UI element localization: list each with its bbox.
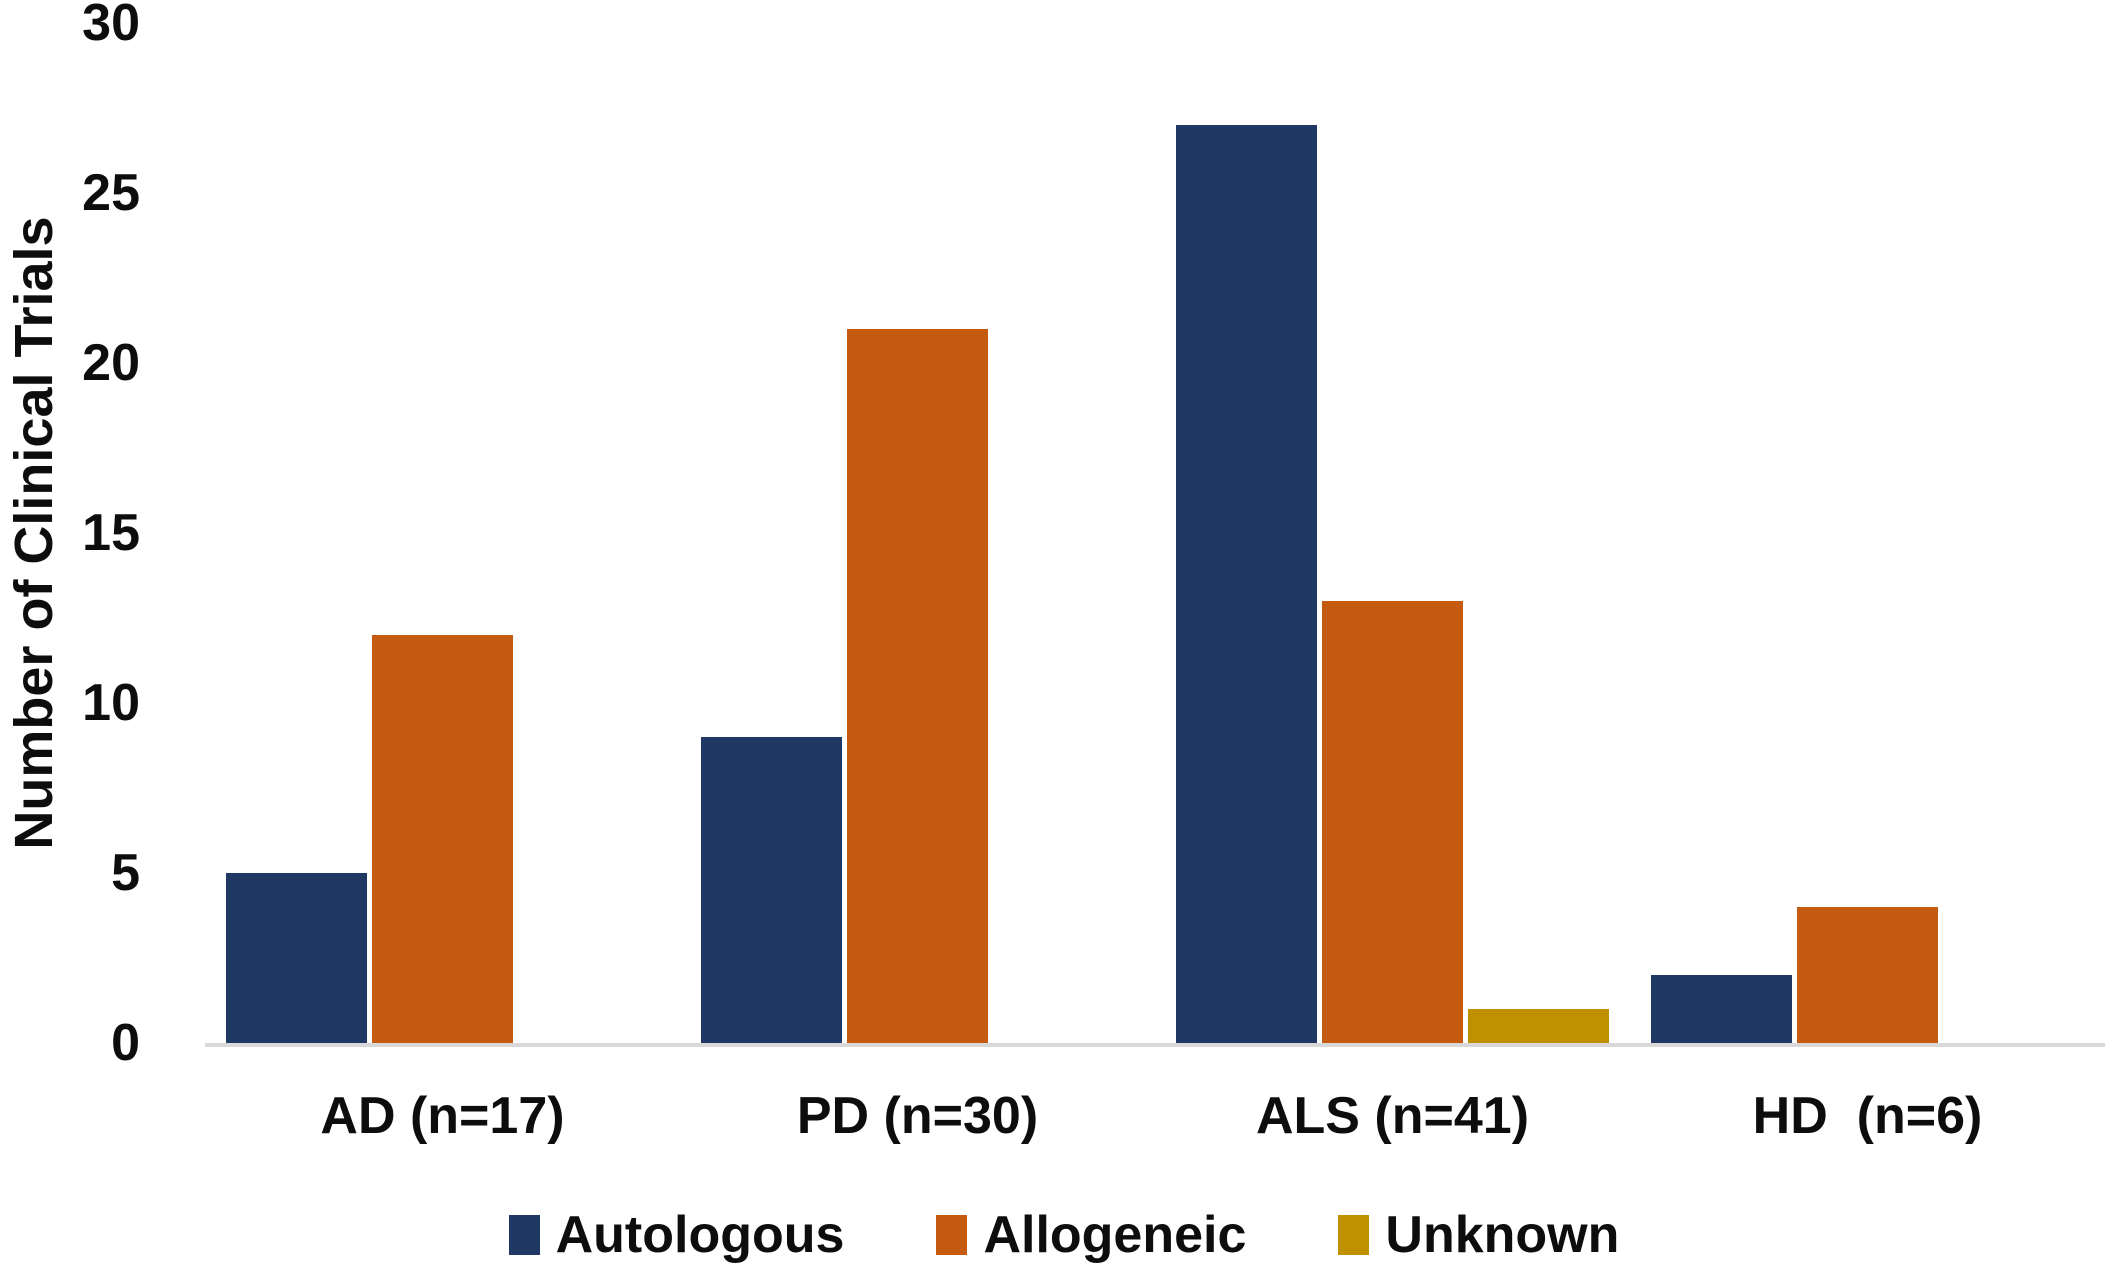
y-tick-label: 20 bbox=[82, 334, 140, 392]
legend-label: Unknown bbox=[1385, 1206, 1620, 1264]
bar-unknown-als bbox=[1468, 1009, 1609, 1043]
plot-area bbox=[205, 0, 2105, 1047]
x-axis-category-labels: AD (n=17) PD (n=30) ALS (n=41) HD (n=6) bbox=[205, 1086, 2105, 1146]
legend-label: Autologous bbox=[555, 1206, 845, 1264]
x-axis-category-label: AD (n=17) bbox=[320, 1087, 565, 1145]
bar-group-als bbox=[1155, 0, 1630, 1043]
legend-item-allogeneic: Allogeneic bbox=[936, 1205, 1246, 1265]
bar-group-hd bbox=[1630, 0, 2105, 1043]
y-tick-label: 25 bbox=[82, 164, 140, 222]
bar-allogeneic-pd bbox=[847, 329, 988, 1043]
y-tick-label: 15 bbox=[82, 504, 140, 562]
bar-autologous-ad bbox=[226, 873, 367, 1043]
x-axis-line bbox=[205, 1043, 2105, 1047]
y-tick-label: 5 bbox=[111, 844, 140, 902]
bar-autologous-pd bbox=[701, 737, 842, 1043]
legend-item-unknown: Unknown bbox=[1338, 1205, 1619, 1265]
legend: Autologous Allogeneic Unknown bbox=[0, 1205, 2128, 1265]
x-axis-category-label: PD (n=30) bbox=[796, 1087, 1039, 1145]
legend-swatch-autologous bbox=[508, 1215, 540, 1255]
y-tick-label: 10 bbox=[82, 674, 140, 732]
bar-autologous-hd bbox=[1651, 975, 1792, 1043]
x-axis-category-label: ALS (n=41) bbox=[1255, 1087, 1530, 1145]
legend-swatch-unknown bbox=[1338, 1215, 1370, 1255]
bar-allogeneic-hd bbox=[1797, 907, 1938, 1043]
legend-label: Allogeneic bbox=[983, 1206, 1247, 1264]
y-tick-label: 30 bbox=[82, 0, 140, 52]
y-tick-label: 0 bbox=[111, 1014, 140, 1072]
bar-allogeneic-ad bbox=[372, 635, 513, 1043]
bar-group-ad bbox=[205, 0, 680, 1043]
bar-group-pd bbox=[680, 0, 1155, 1043]
x-axis-category-label: HD (n=6) bbox=[1752, 1087, 1983, 1145]
bar-autologous-als bbox=[1176, 125, 1317, 1043]
legend-swatch-allogeneic bbox=[936, 1215, 968, 1255]
bar-allogeneic-als bbox=[1322, 601, 1463, 1043]
legend-item-autologous: Autologous bbox=[508, 1205, 845, 1265]
